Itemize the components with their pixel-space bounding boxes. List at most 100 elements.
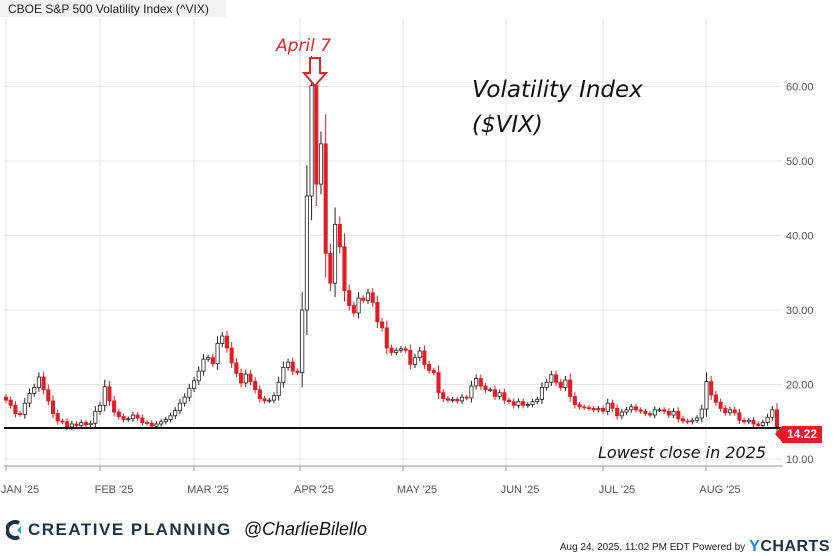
gridlines — [4, 18, 782, 466]
candle-body — [79, 422, 84, 426]
candle-body — [177, 402, 182, 411]
x-tick-label: JUN '25 — [501, 484, 540, 496]
candle — [605, 398, 610, 416]
candle-body — [220, 335, 225, 344]
candle-body — [83, 422, 88, 426]
candle-body — [41, 376, 46, 391]
candle — [130, 411, 135, 422]
candle — [55, 409, 60, 425]
candle-body — [102, 386, 107, 406]
candle-body — [530, 401, 535, 406]
candle — [539, 382, 544, 405]
candle-body — [455, 398, 460, 402]
candle — [182, 393, 187, 407]
candle-body — [633, 406, 639, 411]
footer-brand: CREATIVE PLANNING @CharlieBilello — [6, 519, 367, 540]
candle — [394, 347, 399, 356]
candle-body — [276, 381, 281, 397]
candle — [384, 320, 389, 355]
candle — [177, 399, 182, 415]
candle — [79, 419, 84, 429]
candle-body — [610, 402, 615, 409]
candle — [765, 413, 770, 426]
candle-body — [248, 373, 253, 382]
candle-body — [601, 407, 606, 412]
candle — [671, 408, 676, 419]
candle — [422, 345, 427, 370]
candle-body — [192, 380, 197, 389]
candle — [88, 420, 93, 428]
candle — [27, 388, 32, 408]
candle — [229, 342, 234, 369]
candle — [713, 390, 718, 407]
last-value-badge: 14.22 — [775, 426, 822, 443]
candle — [243, 369, 248, 388]
candle-body — [596, 407, 601, 411]
candle — [192, 376, 197, 392]
candle-body — [22, 402, 27, 415]
candle — [624, 407, 629, 415]
candle — [427, 360, 432, 374]
candle — [568, 373, 573, 402]
candle — [563, 375, 568, 392]
candle — [483, 382, 488, 393]
candle — [3, 394, 9, 403]
candle-body — [445, 398, 450, 401]
candle-body — [196, 370, 201, 382]
candle-body — [652, 409, 657, 416]
candle — [474, 374, 479, 390]
candle — [187, 383, 192, 402]
candle — [370, 288, 375, 307]
candle — [525, 402, 530, 408]
candle — [459, 393, 465, 404]
candle — [657, 407, 662, 413]
y-tick-label: 30.00 — [786, 305, 814, 317]
candle — [530, 398, 535, 408]
candle — [304, 165, 309, 336]
candle-body — [239, 372, 244, 384]
candle — [271, 392, 277, 404]
candle — [737, 408, 742, 424]
candle — [445, 396, 450, 403]
candle — [577, 401, 582, 410]
candle — [220, 331, 225, 348]
candle-body — [544, 381, 549, 388]
candle-body — [643, 410, 648, 414]
candle — [685, 418, 690, 425]
candle — [723, 404, 728, 416]
candle-body — [535, 398, 540, 403]
candle — [196, 366, 201, 385]
candle — [126, 416, 131, 422]
candle-body — [718, 401, 723, 409]
candle — [431, 367, 436, 376]
candle — [732, 406, 737, 416]
candle-body — [732, 409, 737, 414]
candle-body — [8, 399, 13, 406]
x-tick-label: AUG '25 — [699, 484, 740, 496]
candle-body — [201, 358, 206, 372]
candle — [535, 396, 540, 405]
candle — [93, 406, 98, 428]
candle-body — [135, 414, 140, 419]
candle-body — [737, 412, 742, 421]
candle-body — [464, 396, 469, 399]
candle-body — [417, 350, 422, 359]
candle-body — [676, 410, 681, 420]
candle-body — [290, 361, 295, 372]
candle — [248, 369, 253, 386]
candle — [159, 418, 164, 427]
candle-body — [210, 357, 215, 365]
candle-body — [408, 349, 413, 365]
candle-body — [492, 389, 497, 397]
candle-body — [365, 292, 371, 301]
candle-body — [262, 398, 267, 402]
candle-body — [281, 366, 286, 383]
candle — [760, 419, 765, 429]
candle-body — [666, 410, 671, 416]
candle — [201, 353, 206, 376]
candle-body — [3, 396, 9, 401]
candle-body — [370, 292, 375, 303]
candle-body — [615, 407, 620, 417]
annotation-title: Volatility Index — [472, 77, 643, 103]
candle — [13, 401, 18, 418]
